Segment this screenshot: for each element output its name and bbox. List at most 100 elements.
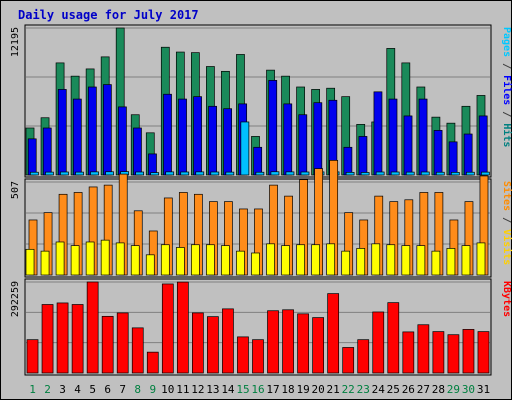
x-tick-label: 9 [149,383,156,396]
x-tick-label: 13 [206,383,219,396]
bar-files [388,98,398,176]
bar-pages [210,171,220,176]
panel-middle: 507 Sites / Visits [10,160,512,278]
bar-files [343,146,353,176]
bar-sites [191,244,200,276]
panel-max-label: 12195 [10,27,21,57]
bar-sites [266,243,275,276]
bar-files [403,115,413,176]
bar-sites [446,248,456,276]
bar-kbytes [41,304,54,374]
bar-files [268,80,278,176]
x-tick-label: 16 [251,383,264,396]
bar-pages [90,171,99,176]
bar-files [208,105,217,176]
bar-sites [356,248,366,276]
x-tick-label: 25 [387,383,400,396]
x-tick-label: 17 [266,383,279,396]
bar-files [118,106,127,176]
chart-title: Daily usage for July 2017 [18,8,199,22]
bar-pages [195,171,205,176]
bar-files [433,130,443,176]
bar-sites [55,241,65,276]
bar-kbytes [327,293,340,374]
bar-kbytes [312,317,324,374]
bar-files [283,103,293,176]
bar-pages [240,121,250,176]
bar-kbytes [222,308,234,374]
x-tick-label: 5 [89,383,96,396]
bar-sites [461,245,471,276]
bar-files [57,89,67,176]
bar-kbytes [176,281,189,374]
bar-kbytes [192,312,204,374]
legend-entry: Files [501,75,512,105]
bar-pages [60,171,69,176]
bar-kbytes [116,312,129,374]
bar-pages [375,171,385,176]
bar-sites [236,250,245,276]
bar-files [463,133,473,176]
legend-entry: Visits [501,229,512,265]
panel-top: 12195 Pages / Files / Hits [10,24,512,178]
bar-kbytes [462,329,475,374]
bar-kbytes [131,327,144,374]
bar-sites [206,244,215,276]
bar-pages [180,171,190,176]
x-tick-label: 18 [281,383,294,396]
legend-entry: KBytes [501,281,512,317]
legend-entry: Hits [501,123,512,147]
x-tick-label: 11 [176,383,189,396]
bar-kbytes [447,334,460,374]
x-tick-label: 10 [161,383,174,396]
bar-kbytes [297,313,309,374]
bar-pages [465,171,475,176]
bar-kbytes [402,331,415,374]
bar-sites [115,242,125,276]
bar-files [42,127,52,176]
bar-kbytes [357,339,370,374]
bar-sites [25,248,35,276]
x-tick-label: 6 [104,383,111,396]
bar-files [72,98,82,176]
x-tick-label: 31 [477,383,490,396]
bar-kbytes [71,304,84,374]
legend-entry: Pages [501,27,512,57]
bar-sites [371,243,381,276]
x-tick-label: 21 [327,383,340,396]
x-tick-label: 24 [372,383,386,396]
x-tick-label: 4 [74,383,81,396]
bar-sites [40,250,50,276]
bar-files [358,136,368,176]
bar-sites [130,245,140,276]
bar-pages [450,172,460,176]
bar-kbytes [101,315,114,374]
bar-kbytes [372,311,385,374]
x-tick-label: 14 [221,383,235,396]
bar-kbytes [26,339,39,374]
bar-pages [225,171,235,176]
panel-legend: Pages / Files / Hits [501,27,512,147]
bar-files [223,108,232,176]
bar-kbytes [417,324,430,374]
bar-pages [105,171,114,176]
bar-files [103,84,112,176]
bar-sites [326,243,336,276]
bar-pages [45,171,54,176]
bar-files [148,153,157,176]
bar-sites [175,247,185,276]
bar-pages [270,171,280,176]
x-tick-label: 8 [134,383,141,396]
panel-max-label: 292259 [10,281,21,317]
x-tick-label: 1 [29,383,36,396]
x-tick-label: 7 [119,383,126,396]
panel-legend: Sites / Visits [501,181,512,265]
bar-kbytes [387,302,400,374]
x-tick-label: 2 [44,383,51,396]
bar-kbytes [146,351,159,374]
bar-pages [390,171,400,176]
x-tick-label: 27 [417,383,430,396]
panel-bottom: 292259 KBytes [10,278,512,376]
bar-kbytes [267,310,279,374]
